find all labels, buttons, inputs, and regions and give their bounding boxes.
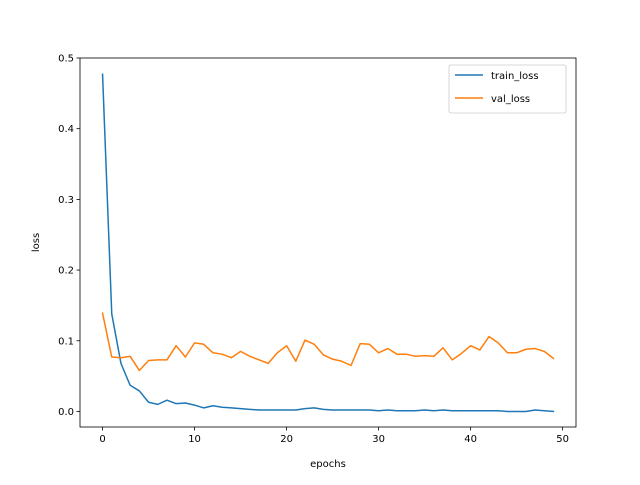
x-tick-label: 30 <box>372 434 385 445</box>
y-tick-label: 0.5 <box>58 54 74 65</box>
y-axis-label: loss <box>31 233 42 252</box>
legend: train_loss val_loss <box>448 64 567 114</box>
plot-area <box>101 73 555 413</box>
y-tick-label: 0.1 <box>58 336 74 347</box>
y-tick-label: 0.0 <box>58 407 74 418</box>
legend-label-val-loss: val_loss <box>491 94 530 105</box>
x-tick-label: 40 <box>464 434 477 445</box>
y-tick-label: 0.3 <box>58 195 74 206</box>
y-tick-label: 0.2 <box>58 266 74 277</box>
series-line-val-loss <box>101 312 555 372</box>
x-axis-label: epochs <box>310 459 346 470</box>
axes-frame <box>79 57 577 428</box>
series-line-train-loss <box>101 73 555 413</box>
x-axis-ticks: 0 10 20 30 40 50 <box>99 427 569 445</box>
x-tick-label: 50 <box>556 434 569 445</box>
y-axis-ticks: 0.0 0.1 0.2 0.3 0.4 0.5 <box>58 54 80 418</box>
legend-label-train-loss: train_loss <box>491 71 539 82</box>
x-tick-label: 20 <box>280 434 293 445</box>
y-tick-label: 0.4 <box>58 124 74 135</box>
legend-box <box>448 64 567 114</box>
x-tick-label: 10 <box>188 434 201 445</box>
x-tick-label: 0 <box>99 434 105 445</box>
